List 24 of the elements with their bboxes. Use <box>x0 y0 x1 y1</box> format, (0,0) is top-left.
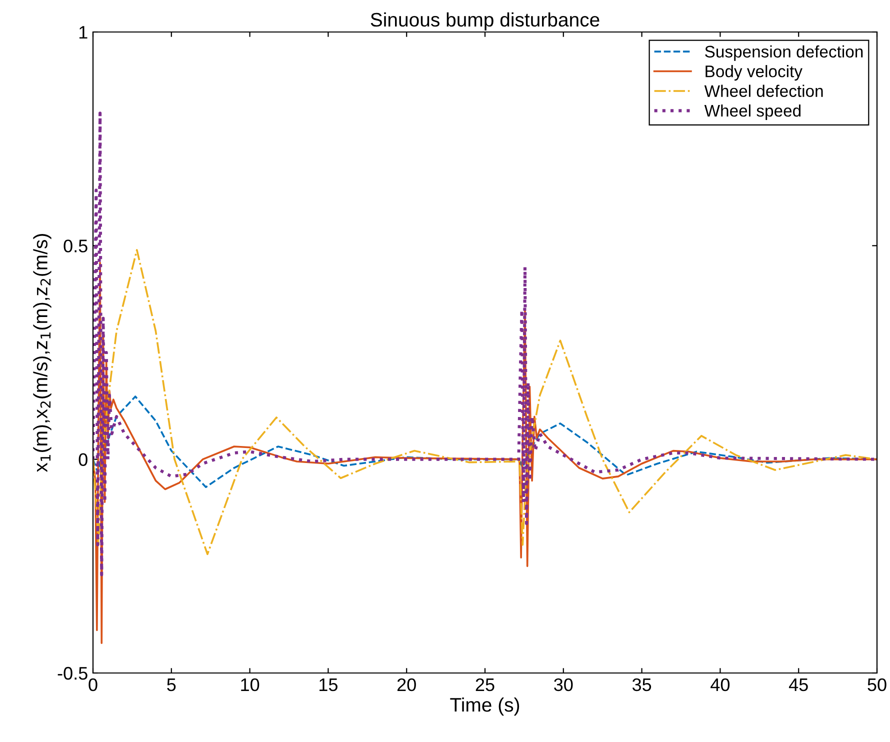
legend-label: Body velocity <box>706 65 802 81</box>
legend-label: Wheel speed <box>704 104 801 120</box>
x-tick-label: 50 <box>868 678 886 692</box>
x-tick-label: 0 <box>88 678 98 692</box>
x-tick-label: 25 <box>476 678 494 692</box>
x-tick-label: 30 <box>554 678 573 692</box>
y-tick-label: 1 <box>79 26 88 39</box>
x-tick-label: 40 <box>710 678 730 692</box>
legend-label: Wheel defection <box>704 84 823 97</box>
y-tick-label: -0.5 <box>58 666 88 680</box>
x-tick-label: 5 <box>167 678 176 692</box>
y-tick-label: 0.5 <box>64 240 88 252</box>
chart-title: Sinuous bump disturbance <box>370 12 600 30</box>
legend-label: Suspension defection <box>705 45 863 61</box>
x-tick-label: 15 <box>320 678 338 692</box>
x-tick-label: 35 <box>632 678 652 692</box>
y-tick-label: 0 <box>78 453 88 466</box>
line-series <box>93 262 877 644</box>
x-tick-label: 45 <box>788 678 808 692</box>
text: x$_{1}$(m),x$_{2}$(m/s),z$_{1}$(m),z$_{2}$(m/s) <box>33 234 52 472</box>
x-tick-label: 10 <box>241 678 260 692</box>
line-series <box>93 249 877 556</box>
x-axis-title: Time (s) <box>450 697 520 716</box>
x-tick-label: 20 <box>397 678 416 692</box>
